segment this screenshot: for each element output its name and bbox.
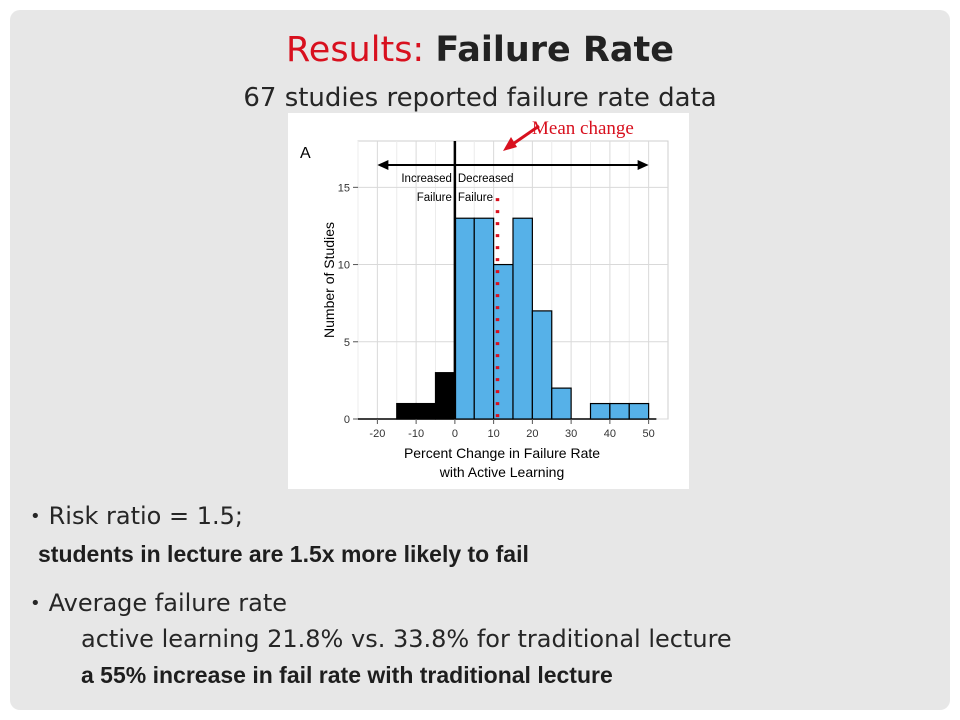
histogram-chart: Increased Failure Decreased Failure 0 5 10 15 -2… bbox=[300, 124, 669, 480]
panel-label: A bbox=[300, 145, 311, 162]
bullet-dot-icon: • bbox=[30, 593, 41, 614]
histogram-bar bbox=[589, 402, 611, 420]
arrow-right-label-line1: Decreased bbox=[458, 173, 514, 185]
histogram-bar bbox=[512, 217, 533, 420]
mean-annotation-arrow-line bbox=[509, 124, 540, 148]
y-axis-title: Number of Studies bbox=[321, 222, 337, 338]
histogram-bar bbox=[609, 402, 630, 420]
arrow-right-head-icon bbox=[637, 160, 649, 170]
histogram-bar bbox=[628, 402, 650, 420]
x-tick-label: 30 bbox=[565, 428, 577, 440]
bullet-average-failure-detail: active learning 21.8% vs. 33.8% for trad… bbox=[81, 625, 732, 653]
bullet-average-failure-text: Average failure rate bbox=[48, 589, 287, 617]
x-tick-label: 50 bbox=[643, 428, 655, 440]
bullet-risk-ratio-text: Risk ratio = 1.5; bbox=[48, 502, 243, 530]
bullet-average-failure: • Average failure rate bbox=[30, 589, 287, 617]
histogram-bar bbox=[551, 387, 572, 420]
x-tick-label: -10 bbox=[408, 428, 424, 440]
x-tick-label: -20 bbox=[369, 428, 385, 440]
arrow-left-label-line2: Failure bbox=[417, 192, 452, 204]
slide: Results: Failure Rate 67 studies reporte… bbox=[10, 10, 950, 710]
bullet-risk-ratio-detail: students in lecture are 1.5x more likely… bbox=[38, 541, 529, 567]
bullet-average-failure-increase: a 55% increase in fail rate with traditi… bbox=[81, 662, 613, 688]
histogram-bar bbox=[454, 217, 475, 420]
histogram-bar bbox=[415, 402, 437, 420]
arrow-right-label-line2: Failure bbox=[458, 192, 493, 204]
y-tick-label: 0 bbox=[344, 414, 350, 426]
x-tick-label: 0 bbox=[452, 428, 458, 440]
slide-subtitle: 67 studies reported failure rate data bbox=[243, 83, 717, 113]
mean-change-annotation: Mean change bbox=[532, 118, 634, 139]
x-tick-label: 20 bbox=[526, 428, 538, 440]
title-prefix: Results: bbox=[286, 30, 436, 70]
y-tick-label: 5 bbox=[344, 337, 350, 349]
mean-annotation-arrow-head-icon bbox=[503, 137, 517, 151]
y-tick-label: 15 bbox=[338, 182, 350, 194]
histogram-bar bbox=[396, 402, 417, 420]
arrow-left-head-icon bbox=[377, 160, 389, 170]
arrow-left-label-line1: Increased bbox=[401, 173, 452, 185]
bullet-risk-ratio: • Risk ratio = 1.5; bbox=[30, 502, 243, 530]
x-axis-title: Percent Change in Failure Rate bbox=[404, 445, 600, 461]
histogram-bar bbox=[434, 372, 456, 420]
histogram-bar bbox=[531, 310, 553, 420]
histogram-figure: Increased Failure Decreased Failure 0 5 10 15 -2… bbox=[288, 113, 689, 489]
slide-title: Results: Failure Rate bbox=[10, 28, 950, 72]
x-tick-label: 40 bbox=[604, 428, 616, 440]
histogram-bar bbox=[473, 217, 495, 420]
bullet-dot-icon: • bbox=[30, 506, 41, 527]
y-tick-label: 10 bbox=[338, 260, 350, 272]
x-tick-label: 10 bbox=[488, 428, 500, 440]
x-axis-title-line2: with Active Learning bbox=[439, 464, 565, 480]
title-bold: Failure Rate bbox=[435, 30, 674, 70]
histogram-bar bbox=[493, 263, 514, 420]
